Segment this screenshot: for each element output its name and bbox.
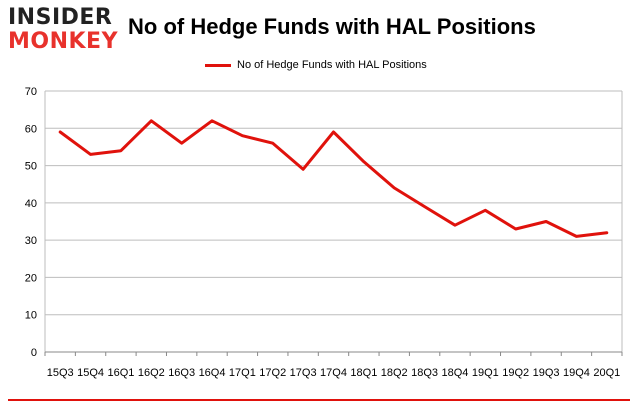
y-tick-label: 20 bbox=[25, 272, 37, 284]
y-tick-label: 70 bbox=[25, 86, 37, 98]
series-line bbox=[58, 119, 609, 238]
x-tick-label: 16Q4 bbox=[199, 367, 226, 379]
x-tick-label: 20Q1 bbox=[593, 367, 620, 379]
legend-label: No of Hedge Funds with HAL Positions bbox=[237, 59, 427, 71]
x-tick-label: 18Q3 bbox=[411, 367, 438, 379]
x-tick-label: 15Q4 bbox=[77, 367, 104, 379]
y-tick-label: 60 bbox=[25, 123, 37, 135]
x-tick-label: 16Q3 bbox=[168, 367, 195, 379]
x-tick-label: 19Q2 bbox=[502, 367, 529, 379]
chart-legend: No of Hedge Funds with HAL Positions bbox=[205, 58, 427, 72]
x-tick-label: 17Q2 bbox=[259, 367, 286, 379]
x-tick-label: 16Q1 bbox=[107, 367, 134, 379]
x-tick-label: 17Q3 bbox=[290, 367, 317, 379]
y-tick-label: 50 bbox=[25, 161, 37, 173]
x-tick-label: 17Q4 bbox=[320, 367, 347, 379]
x-tick-label: 17Q1 bbox=[229, 367, 256, 379]
x-tick-label: 19Q3 bbox=[533, 367, 560, 379]
chart-title: No of Hedge Funds with HAL Positions bbox=[128, 14, 536, 39]
x-tick-label: 19Q4 bbox=[563, 367, 590, 379]
logo-text-bottom: MONKEY bbox=[8, 29, 119, 54]
x-tick-label: 18Q4 bbox=[442, 367, 469, 379]
logo-text-top: INSIDER bbox=[8, 5, 113, 30]
insider-monkey-logo: INSIDER MONKEY bbox=[8, 6, 118, 56]
y-tick-label: 10 bbox=[25, 310, 37, 322]
y-tick-label: 0 bbox=[31, 347, 37, 359]
bottom-rule bbox=[8, 399, 630, 401]
x-tick-label: 15Q3 bbox=[47, 367, 74, 379]
x-tick-label: 18Q1 bbox=[350, 367, 377, 379]
legend-swatch bbox=[205, 63, 231, 67]
x-tick-label: 18Q2 bbox=[381, 367, 408, 379]
y-tick-label: 30 bbox=[25, 235, 37, 247]
x-tick-label: 19Q1 bbox=[472, 367, 499, 379]
x-tick-label: 16Q2 bbox=[138, 367, 165, 379]
y-tick-label: 40 bbox=[25, 198, 37, 210]
